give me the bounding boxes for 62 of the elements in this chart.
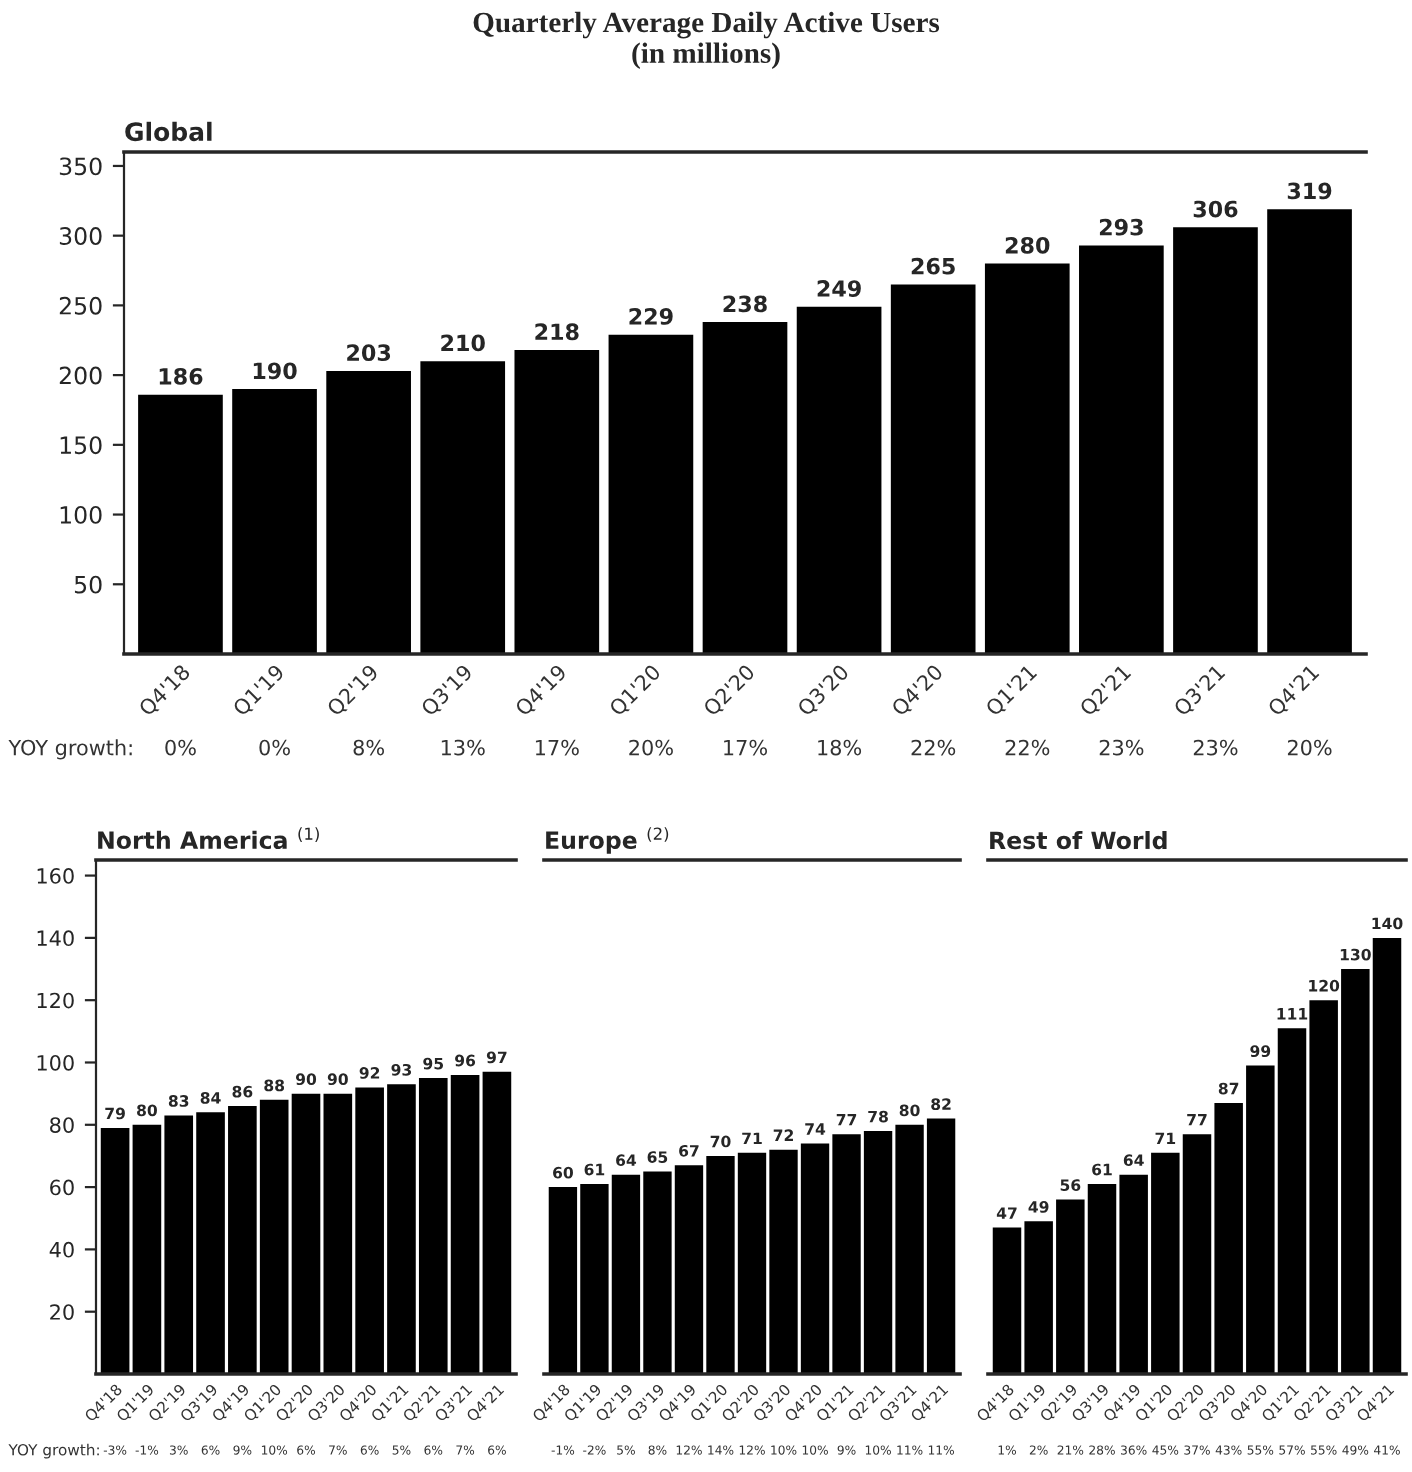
bar: [1079, 245, 1164, 654]
data-label: 203: [347, 344, 391, 362]
text: 22%: [911, 739, 956, 756]
text: YOY growth:: [8, 739, 132, 760]
y-tick-label: 20: [50, 1304, 74, 1320]
y-tick-label: 350: [59, 157, 102, 176]
chart-subtitle: Europe $^{(2)}$: [546, 827, 669, 854]
data-label: 210: [441, 334, 485, 352]
data-label: 306: [1193, 200, 1238, 218]
text: 0%: [165, 739, 196, 756]
bar: [138, 394, 223, 654]
data-label: 190: [253, 362, 297, 380]
data-label: 218: [535, 323, 579, 341]
bar: [1173, 227, 1258, 654]
bar: [796, 306, 882, 654]
text: 18%: [818, 739, 862, 756]
text: 17%: [724, 739, 767, 756]
y-tick-label: 150: [60, 436, 102, 455]
y-tick-label: 100: [37, 1054, 74, 1071]
y-tick-label: 300: [59, 227, 102, 245]
bar: [232, 389, 317, 654]
text: 8%: [353, 739, 385, 756]
y-tick-label: 50: [74, 575, 102, 594]
data-label: 186: [159, 367, 203, 385]
chart-subtitle: Rest of World: [990, 830, 1167, 850]
data-label: 229: [629, 308, 673, 325]
bar: [420, 361, 506, 654]
y-tick-label: 40: [49, 1241, 74, 1258]
data-label: 265: [911, 257, 955, 275]
bar: [482, 1071, 512, 1374]
text: 20%: [629, 739, 673, 756]
text: 13%: [441, 739, 485, 756]
text: 22%: [1005, 739, 1050, 756]
y-tick-label: 160: [37, 868, 74, 884]
y-tick-label: 80: [50, 1117, 74, 1133]
chart-subtitle: North America $^{(1)}$: [98, 827, 319, 850]
bar: [100, 1127, 130, 1374]
chart-subtitle: Global: [125, 121, 212, 142]
data-label: 280: [1005, 236, 1050, 254]
bar: [608, 334, 694, 654]
y-tick-label: 250: [59, 296, 102, 315]
bar: [514, 350, 600, 654]
bar: [984, 263, 1070, 654]
bar: [890, 284, 976, 654]
text: 0%: [259, 739, 290, 756]
y-tick-label: 100: [60, 506, 102, 524]
data-label: 238: [723, 295, 767, 313]
bar: [1267, 209, 1352, 654]
y-tick-label: 140: [37, 930, 74, 947]
y-tick-label: 200: [59, 366, 102, 385]
data-label: 249: [817, 280, 861, 297]
chart-title: Quarterly Average Daily Active Users (in millions): [473, 11, 940, 69]
text: 20%: [1287, 739, 1332, 756]
bar: [702, 322, 788, 654]
text: 23%: [1099, 739, 1144, 756]
text: 17%: [535, 739, 579, 756]
data-label: 319: [1287, 182, 1332, 200]
text: 23%: [1193, 739, 1238, 756]
y-tick-label: 60: [50, 1179, 74, 1196]
data-label: 293: [1099, 218, 1143, 236]
bar: [326, 370, 411, 654]
y-tick-label: 120: [37, 992, 74, 1009]
